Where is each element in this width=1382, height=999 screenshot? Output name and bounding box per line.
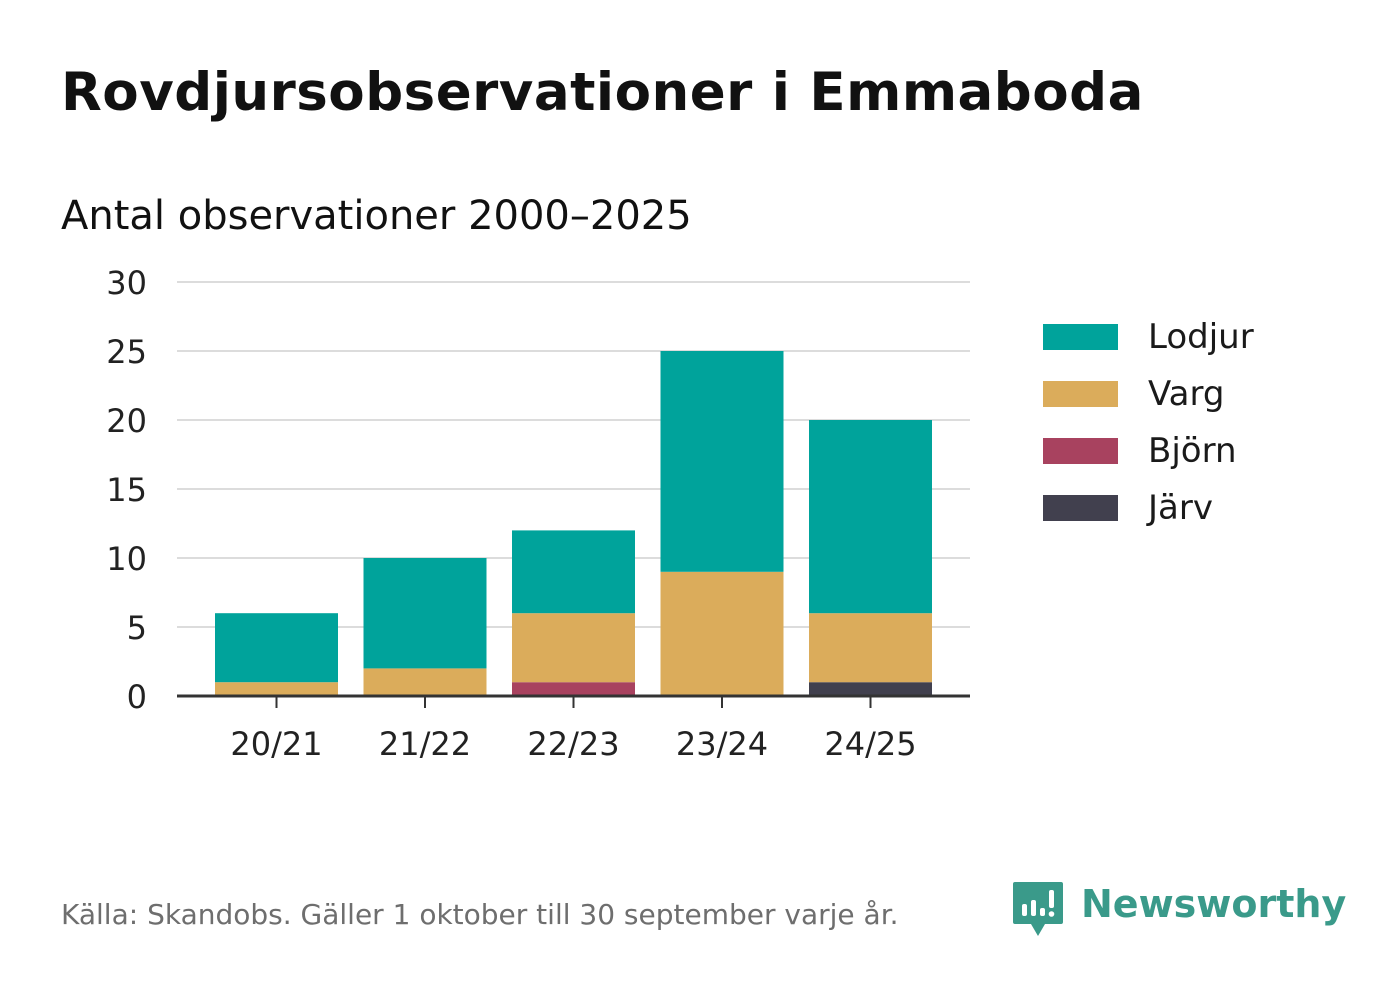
y-tick-label-30: 30 [106,264,147,302]
newsworthy-logo: Newsworthy [1011,880,1346,940]
legend-label-bjorn: Björn [1148,431,1237,471]
bar-bjrn-22-23 [512,682,635,696]
y-tick-label-0: 0 [127,678,147,716]
legend-label-varg: Varg [1148,374,1225,414]
bar-varg-20-21 [215,682,338,696]
bar-varg-22-23 [512,613,635,683]
legend-swatch-bjorn [1043,438,1118,464]
y-tick-label-25: 25 [106,333,147,371]
legend-swatch-varg [1043,381,1118,407]
chart-subtitle: Antal observationer 2000–2025 [61,193,692,239]
axes: 0 5 10 15 20 25 30 20/21 21/22 22/23 23/24 24/25 [106,264,970,763]
x-tick-label-24-25: 24/25 [824,725,916,763]
bars [215,351,932,696]
x-tick-label-20-21: 20/21 [230,725,322,763]
legend-swatch-jarv [1043,495,1118,521]
y-tick-label-5: 5 [127,609,147,647]
bar-lodjur-22-23 [512,530,635,614]
bar-varg-24-25 [809,613,932,683]
y-tick-label-15: 15 [106,471,147,509]
legend-label-lodjur: Lodjur [1148,317,1254,357]
bar-varg-21-22 [363,668,487,696]
legend-label-jarv: Järv [1148,488,1213,528]
bar-varg-23-24 [660,571,784,696]
source-note: Källa: Skandobs. Gäller 1 oktober till 3… [61,898,899,931]
newsworthy-wordmark: Newsworthy [1081,882,1347,926]
x-tick-label-22-23: 22/23 [527,725,619,763]
bar-lodjur-21-22 [363,558,487,669]
chart-title: Rovdjursobservationer i Emmaboda [61,62,1144,123]
legend-swatch-lodjur [1043,324,1118,350]
bar-lodjur-20-21 [215,613,338,683]
x-tick-label-23-24: 23/24 [676,725,768,763]
newsworthy-logo-icon [1013,882,1063,936]
x-tick-label-21-22: 21/22 [379,725,471,763]
y-tick-label-20: 20 [106,402,147,440]
y-tick-label-10: 10 [106,540,147,578]
bar-lodjur-24-25 [809,420,932,614]
bar-jrv-24-25 [809,682,932,696]
bar-lodjur-23-24 [660,351,784,572]
